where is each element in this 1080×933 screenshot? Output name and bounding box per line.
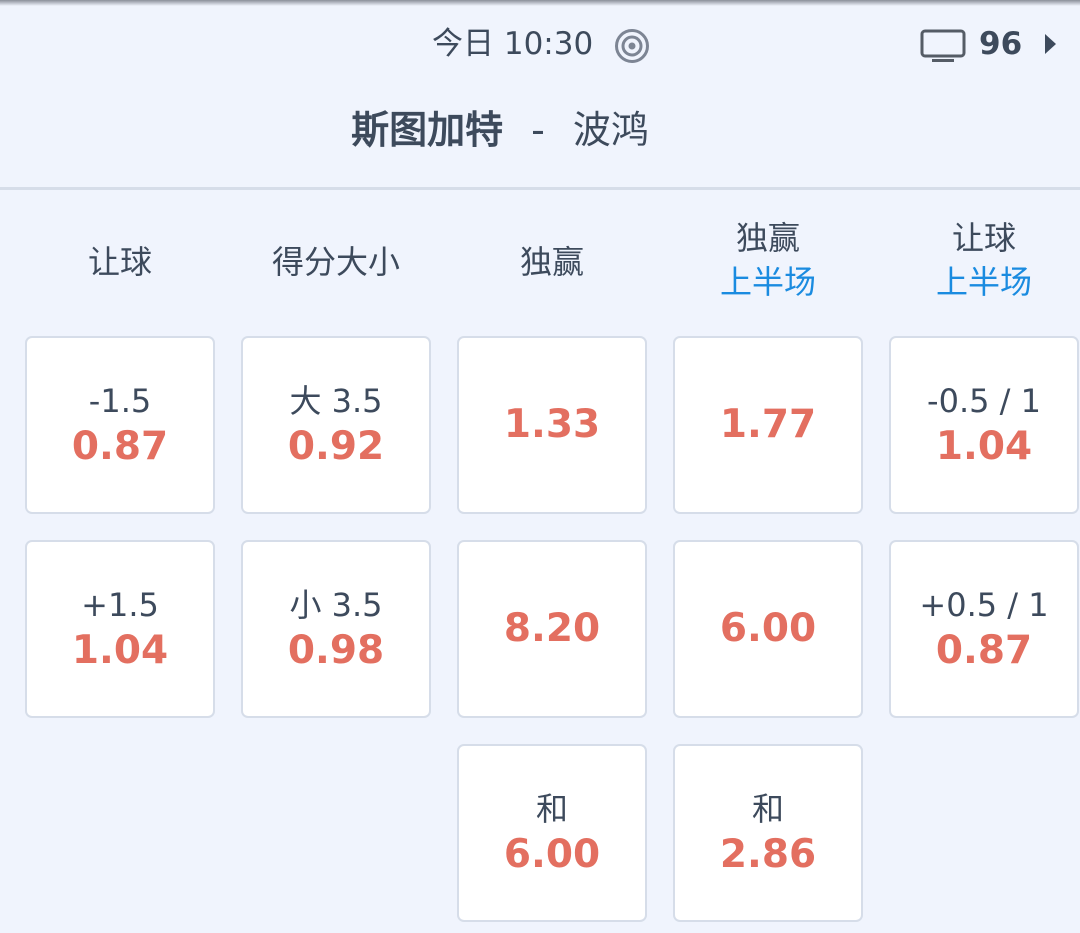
odds-button[interactable]: 小 3.5 0.98 bbox=[241, 540, 431, 718]
odds-value: 0.92 bbox=[287, 424, 385, 469]
live-count: 96 bbox=[979, 26, 1023, 62]
tv-icon[interactable] bbox=[920, 29, 966, 63]
column-title: 独赢 bbox=[735, 219, 800, 257]
odds-label: 小 3.5 bbox=[289, 586, 383, 624]
odds-button[interactable]: -0.5 / 1 1.04 bbox=[889, 336, 1079, 514]
odds-button[interactable]: +1.5 1.04 bbox=[25, 540, 215, 718]
odds-value: 8.20 bbox=[503, 606, 601, 651]
column-header: 独赢 bbox=[457, 240, 647, 284]
odds-label: -1.5 bbox=[88, 382, 152, 420]
column-title: 独赢 bbox=[519, 243, 584, 281]
play-arrow-icon[interactable] bbox=[1045, 34, 1056, 54]
odds-value: 1.33 bbox=[503, 402, 601, 447]
match-time: 今日 10:30 bbox=[432, 26, 594, 62]
odds-label: -0.5 / 1 bbox=[927, 382, 1041, 420]
odds-button[interactable]: 1.33 bbox=[457, 336, 647, 514]
home-team: 斯图加特 bbox=[351, 108, 504, 152]
odds-value: 1.77 bbox=[719, 402, 817, 447]
column-subtitle: 上半场 bbox=[719, 263, 816, 301]
column-header: 独赢 上半场 bbox=[673, 216, 863, 304]
odds-button[interactable]: 6.00 bbox=[673, 540, 863, 718]
match-title: 斯图加特 - 波鸿 bbox=[0, 104, 1000, 156]
odds-button[interactable]: 1.77 bbox=[673, 336, 863, 514]
odds-value: 6.00 bbox=[503, 832, 601, 877]
odds-button[interactable]: 8.20 bbox=[457, 540, 647, 718]
top-shadow bbox=[0, 0, 1080, 6]
column-title: 让球 bbox=[87, 243, 152, 281]
odds-label: 大 3.5 bbox=[289, 382, 383, 420]
odds-button[interactable]: 大 3.5 0.92 bbox=[241, 336, 431, 514]
odds-value: 1.04 bbox=[935, 424, 1033, 469]
target-icon bbox=[615, 29, 649, 63]
odds-button[interactable]: 和 2.86 bbox=[673, 744, 863, 922]
odds-label: +1.5 bbox=[81, 586, 159, 624]
odds-label: 和 bbox=[535, 790, 568, 828]
odds-value: 1.04 bbox=[71, 628, 169, 673]
odds-label: +0.5 / 1 bbox=[919, 586, 1049, 624]
column-header: 得分大小 bbox=[241, 240, 431, 284]
column-title: 得分大小 bbox=[271, 243, 400, 281]
odds-value: 6.00 bbox=[719, 606, 817, 651]
divider bbox=[0, 187, 1080, 190]
column-subtitle: 上半场 bbox=[935, 263, 1032, 301]
odds-button[interactable]: +0.5 / 1 0.87 bbox=[889, 540, 1079, 718]
column-title: 让球 bbox=[951, 219, 1016, 257]
odds-value: 0.87 bbox=[71, 424, 169, 469]
odds-value: 2.86 bbox=[719, 832, 817, 877]
away-team: 波鸿 bbox=[572, 108, 649, 152]
match-status-bar: 今日 10:30 96 bbox=[0, 24, 1080, 64]
odds-label: 和 bbox=[751, 790, 784, 828]
team-separator: - bbox=[531, 108, 545, 152]
odds-value: 0.87 bbox=[935, 628, 1033, 673]
column-header: 让球 bbox=[25, 240, 215, 284]
odds-value: 0.98 bbox=[287, 628, 385, 673]
column-header: 让球 上半场 bbox=[889, 216, 1079, 304]
odds-button[interactable]: 和 6.00 bbox=[457, 744, 647, 922]
odds-button[interactable]: -1.5 0.87 bbox=[25, 336, 215, 514]
